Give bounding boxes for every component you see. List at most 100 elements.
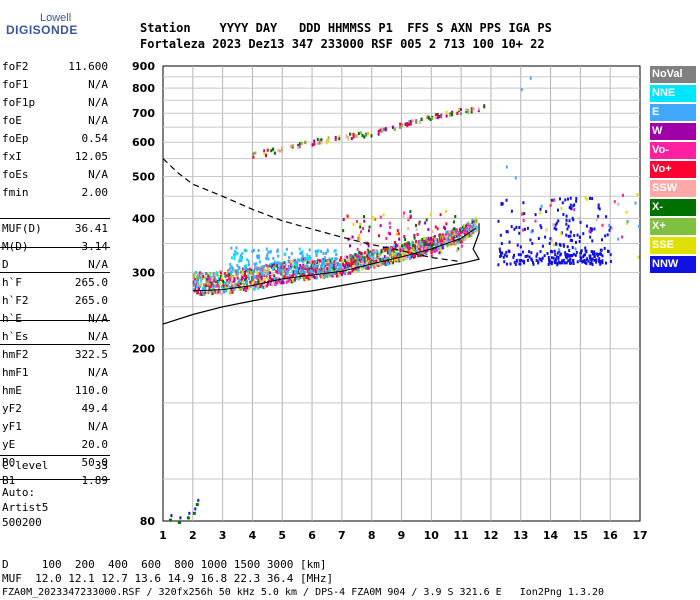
echo-point [217,290,220,294]
echo-point [427,115,430,119]
echo-point [472,231,475,235]
echo-point [458,233,461,237]
echo-point [342,229,345,233]
echo-point [261,274,264,278]
echo-point [589,227,592,231]
echo-point [365,133,368,137]
echo-point [240,278,243,282]
echo-point [310,266,313,270]
echo-point [529,76,532,80]
echo-point [522,218,525,222]
echo-point [470,233,473,237]
echo-point [195,285,198,289]
echo-point [458,240,461,244]
echo-point [352,255,355,259]
echo-point [246,269,249,273]
echo-point [578,216,581,220]
echo-point [235,246,238,250]
echo-point [395,259,398,263]
echo-point [268,280,271,284]
echo-point [315,260,318,264]
echo-point [369,259,372,263]
echo-point [535,258,538,262]
echo-point [331,257,334,261]
echo-point [574,240,577,244]
echo-point [450,113,453,117]
echo-point [214,273,217,277]
echo-point [391,247,394,251]
echo-point [274,277,277,281]
echo-point [373,265,376,269]
echo-point [409,210,412,214]
echo-point [297,271,300,275]
echo-point [207,276,210,280]
echo-point [288,259,291,263]
echo-point [434,225,437,229]
echo-point [360,257,363,261]
echo-point [475,229,478,233]
echo-point [369,255,372,259]
echo-point [264,263,267,267]
echo-point [252,155,255,159]
echo-point [599,248,602,252]
param-name: yE [2,438,16,451]
echo-point [313,262,316,266]
echo-point [366,257,369,261]
echo-point [322,258,325,262]
echo-point [569,203,572,207]
echo-point [318,269,321,273]
echo-point [212,274,215,278]
echo-point [277,261,280,265]
echo-point [332,267,335,271]
echo-point [590,257,593,261]
echo-point [349,237,352,241]
echo-point [280,266,283,270]
echo-point [215,272,218,276]
echo-point [467,108,470,112]
x-tick-label: 15 [573,529,588,542]
echo-point [439,238,442,242]
echo-point [229,291,232,295]
echo-point [450,242,453,246]
echo-point [327,263,330,267]
echo-point [329,259,332,263]
echo-point [281,146,284,150]
echo-point [303,270,306,274]
echo-point [574,247,577,251]
echo-point [509,262,512,266]
echo-point [462,230,465,234]
echo-point [236,264,239,268]
echo-point [402,248,405,252]
echo-point [442,233,445,237]
legend-item: NNE [650,85,696,102]
echo-point [429,245,432,249]
echo-point [227,273,230,277]
echo-point [450,237,453,241]
echo-point [209,277,212,281]
legend-item: Vo+ [650,161,696,178]
echo-point [445,222,448,226]
autoscaling-program: Artist5 [2,501,49,514]
echo-point [288,274,291,278]
echo-point [472,224,475,228]
echo-point [351,269,354,273]
param-name: h`E [2,312,22,325]
echo-point [257,248,260,252]
echo-point [570,261,573,265]
echo-point [353,264,356,268]
echo-point [195,287,198,291]
echo-point [243,270,246,274]
echo-point [255,284,258,288]
echo-point [259,284,262,288]
echo-point [400,247,403,251]
echo-point [204,282,207,286]
echo-point [236,272,239,276]
echo-point [452,238,455,242]
echo-point [512,255,515,259]
echo-point [257,279,260,283]
echo-point [593,255,596,259]
echo-point [386,259,389,263]
echo-point [526,226,529,230]
echo-point [237,279,240,283]
echo-point [388,221,391,225]
